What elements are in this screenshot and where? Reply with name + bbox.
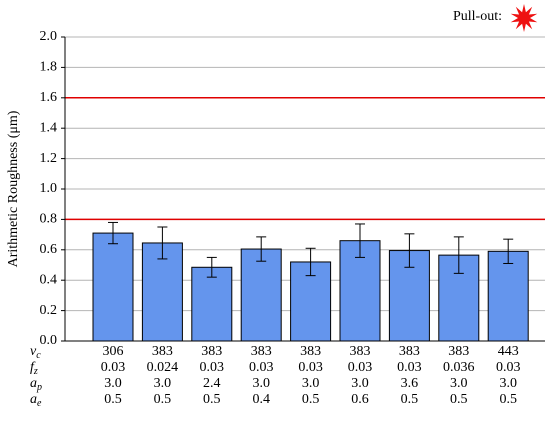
bar (191, 266, 233, 342)
x-tick-label: 0.4 (252, 392, 270, 407)
legend-label: Pull-out: (453, 9, 502, 24)
x-tick-label: 0.03 (496, 360, 521, 375)
x-tick-label: 0.6 (351, 392, 369, 407)
x-tick-label: 383 (300, 344, 321, 359)
x-tick-label: 2.4 (203, 376, 221, 391)
row-label: ap (30, 376, 42, 393)
row-label-subscript: p (36, 382, 42, 393)
x-tick-label: 0.03 (249, 360, 274, 375)
row-label: ae (30, 392, 42, 409)
x-tick-label: 0.03 (298, 360, 323, 375)
x-tick-label: 0.03 (101, 360, 126, 375)
x-tick-label: 3.0 (302, 376, 320, 391)
x-tick-label: 0.03 (397, 360, 422, 375)
x-tick-label: 383 (399, 344, 420, 359)
y-tick-label: 0.8 (40, 212, 58, 227)
row-label-name: a (30, 392, 37, 407)
row-label-name: f (30, 360, 36, 375)
x-tick-label: 306 (103, 344, 124, 359)
legend-icon (510, 4, 538, 32)
x-tick-label: 3.0 (104, 376, 122, 391)
x-tick-label: 0.03 (200, 360, 225, 375)
x-tick-label: 0.5 (499, 392, 517, 407)
y-tick-label: 0.0 (40, 333, 58, 348)
x-tick-label: 3.0 (499, 376, 517, 391)
x-tick-label: 0.5 (450, 392, 468, 407)
y-tick-label: 1.8 (40, 60, 58, 75)
x-tick-label: 0.5 (154, 392, 172, 407)
y-tick-label: 0.4 (40, 272, 58, 287)
y-tick-label: 1.0 (40, 181, 58, 196)
row-label: fz (30, 360, 38, 377)
x-tick-label: 3.6 (401, 376, 419, 391)
x-tick-label: 0.024 (147, 360, 179, 375)
row-label-subscript: e (37, 398, 42, 409)
row-label-subscript: z (33, 366, 38, 377)
x-tick-label: 3.0 (252, 376, 270, 391)
x-tick-label: 383 (201, 344, 222, 359)
x-tick-label: 0.5 (302, 392, 320, 407)
x-tick-label: 3.0 (154, 376, 172, 391)
x-tick-label: 383 (251, 344, 272, 359)
x-tick-label: 0.5 (203, 392, 221, 407)
y-tick-label: 2.0 (40, 29, 58, 44)
row-label: vc (30, 344, 41, 361)
y-tick-label: 0.2 (40, 303, 58, 318)
x-tick-label: 443 (498, 344, 519, 359)
x-tick-label: 3.0 (450, 376, 468, 391)
row-label-subscript: c (36, 350, 41, 361)
y-tick-label: 1.6 (40, 90, 58, 105)
row-label-name: a (30, 376, 37, 391)
x-tick-label: 0.036 (443, 360, 475, 375)
x-tick-label: 0.03 (348, 360, 373, 375)
x-tick-label: 0.5 (401, 392, 419, 407)
bar (240, 248, 282, 342)
x-tick-label: 383 (448, 344, 469, 359)
y-tick-label: 1.2 (40, 151, 58, 166)
x-tick-label: 3.0 (351, 376, 369, 391)
bar (487, 250, 529, 342)
y-axis-label: Arithmetic Roughness (μm) (6, 110, 21, 267)
x-tick-label: 383 (152, 344, 173, 359)
bar (92, 232, 134, 342)
row-label-name: v (30, 344, 37, 359)
x-tick-label: 383 (350, 344, 371, 359)
y-tick-label: 0.6 (40, 242, 58, 257)
x-tick-label: 0.5 (104, 392, 122, 407)
y-tick-label: 1.4 (40, 120, 58, 135)
